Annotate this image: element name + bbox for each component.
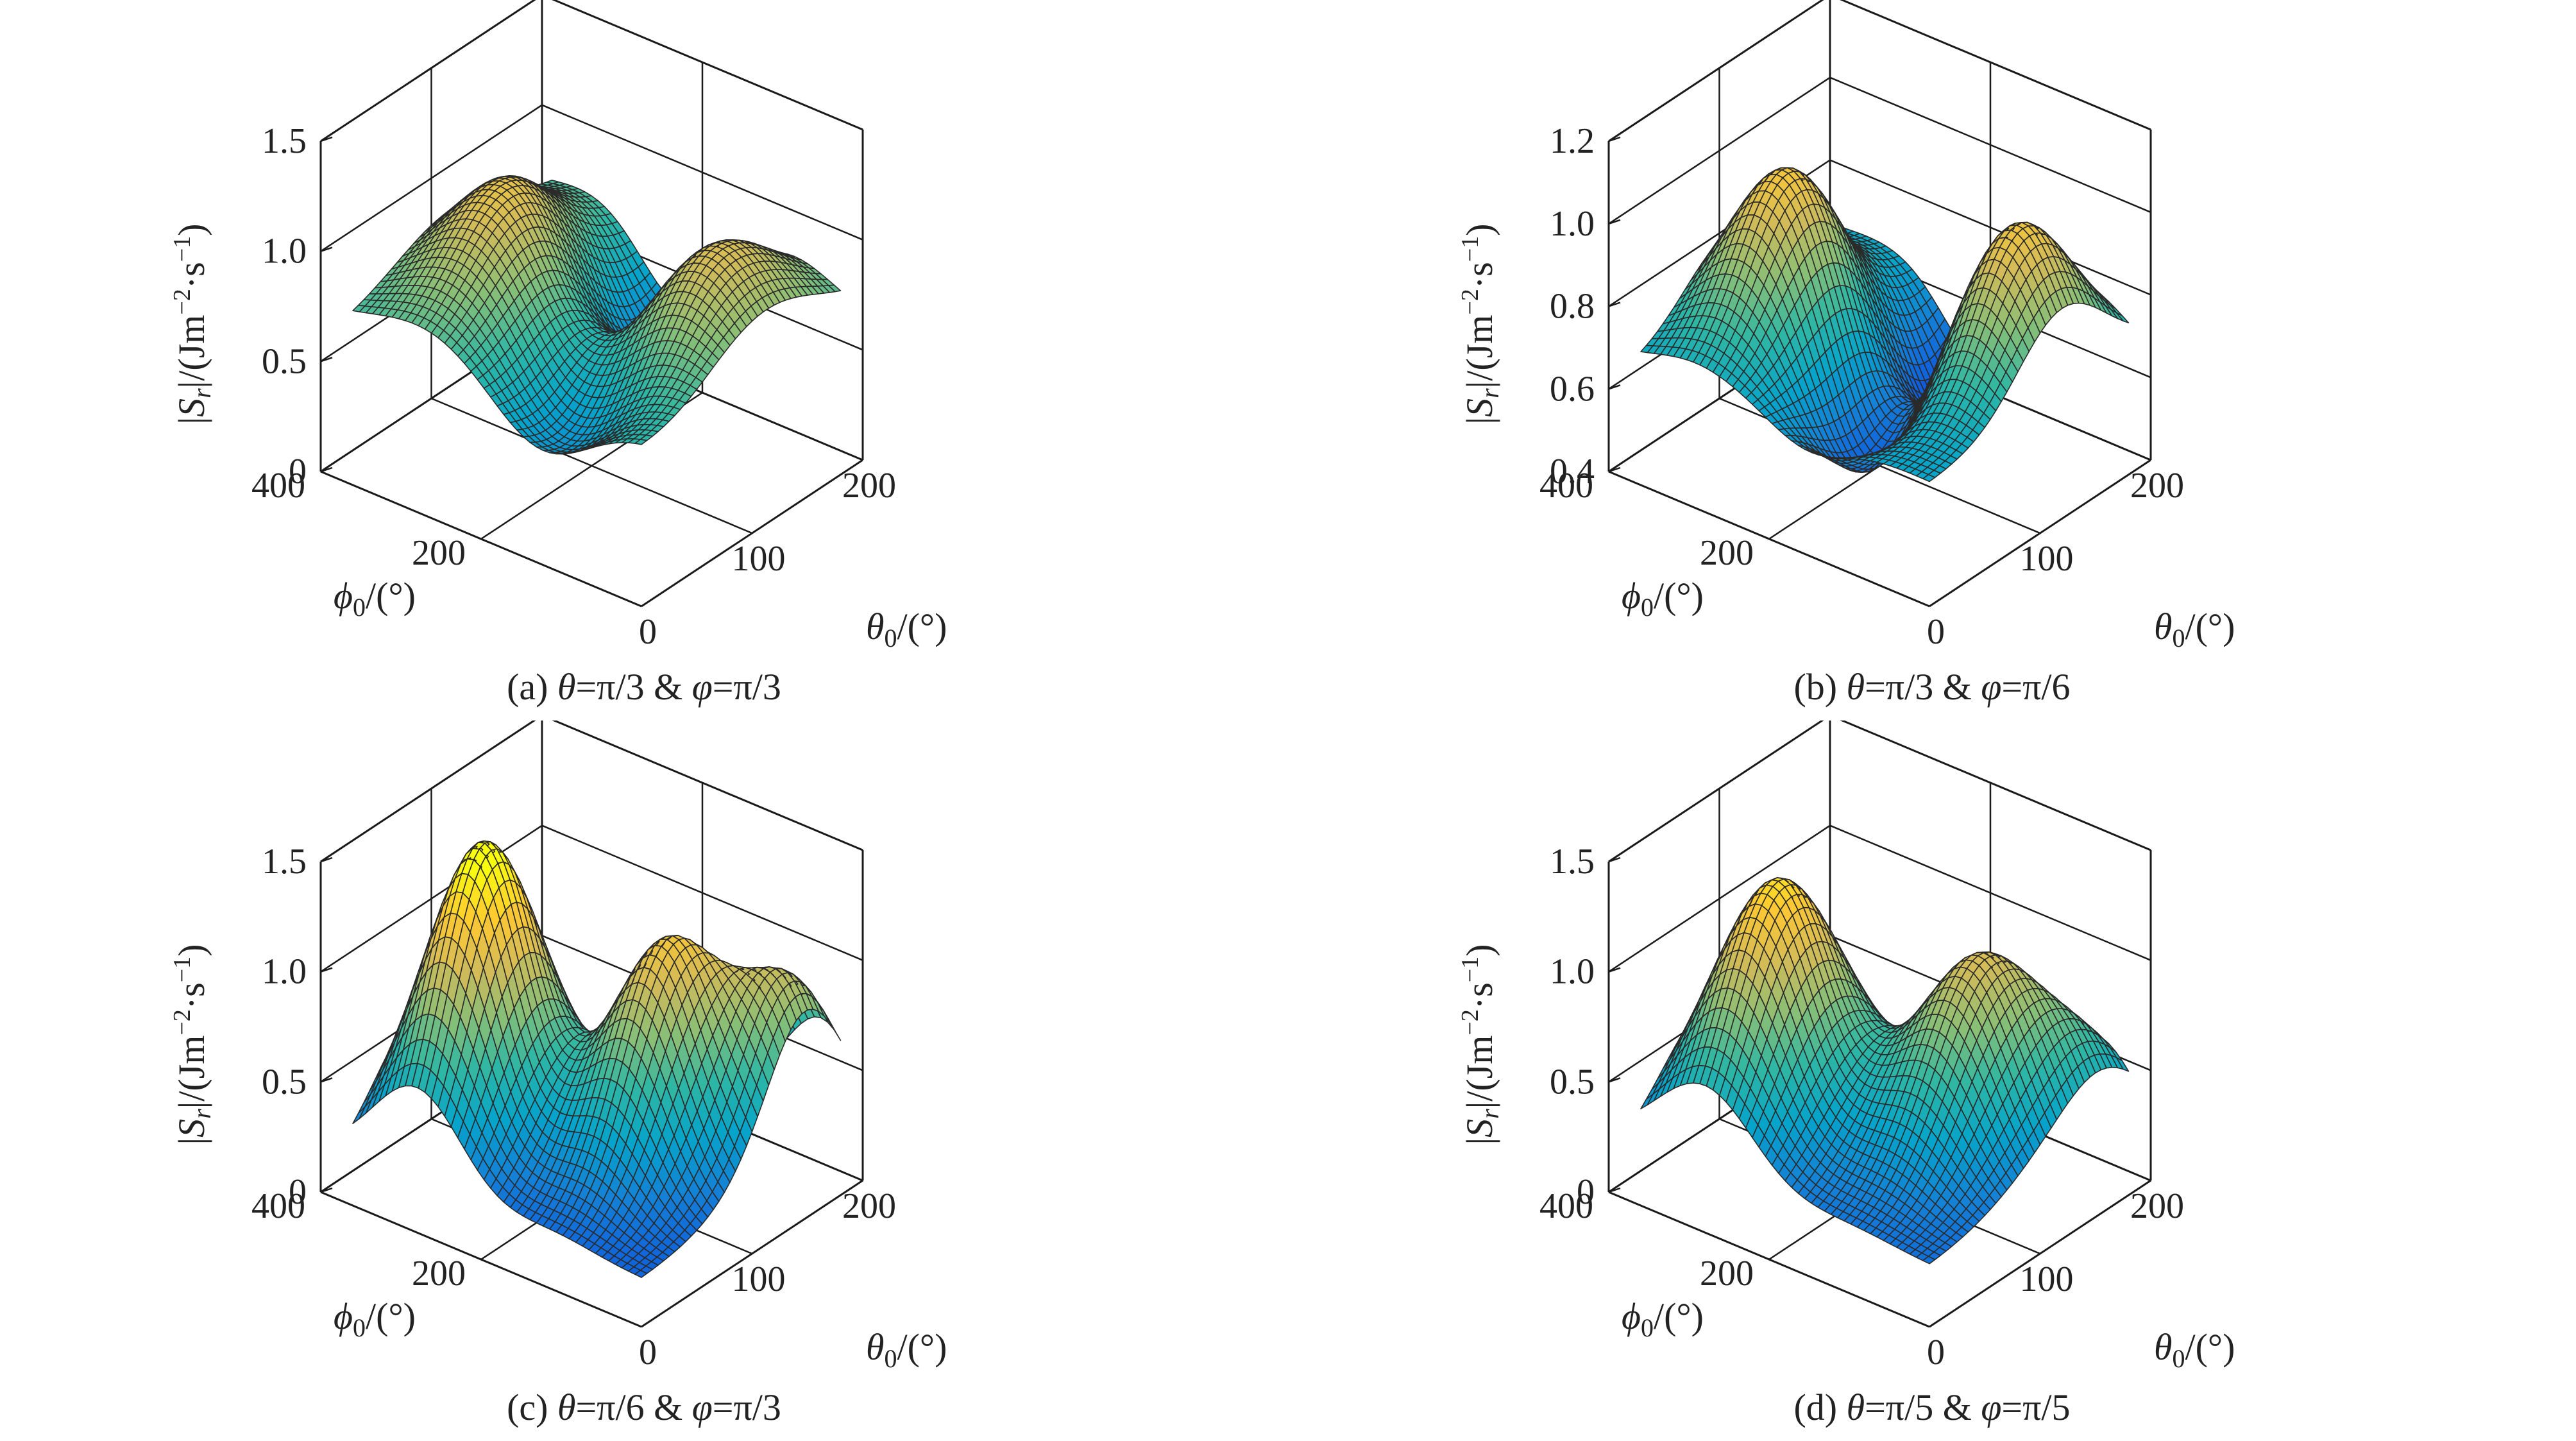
z-tick-labels-c: 0 0.5 1.0 1.5 bbox=[262, 842, 307, 1212]
y-tick-label: 400 bbox=[1539, 466, 1593, 506]
x-tick-label: 200 bbox=[842, 466, 896, 506]
x-tick-labels-b: 0 100 200 bbox=[1927, 466, 2184, 652]
y-tick-label: 200 bbox=[412, 533, 466, 573]
z-axis-label: |Sr|/(Jm−2·s−1) bbox=[169, 223, 216, 424]
z-tick-label: 0.4 bbox=[1550, 452, 1595, 491]
surface-facet bbox=[1640, 345, 1654, 354]
y-tick-label: 400 bbox=[251, 1186, 305, 1226]
z-tick-mark bbox=[320, 857, 333, 863]
surface-plot-b: 0.4 0.6 0.8 1.0 1.2 200 400 0 100 200 |Sr|/(Jm−… bbox=[1457, 0, 2235, 708]
y-tick-labels-c: 200 400 bbox=[251, 1186, 466, 1293]
z-tick-label: 1.0 bbox=[262, 232, 307, 271]
surface-layer-b bbox=[1640, 167, 2130, 482]
panel-b: 0.4 0.6 0.8 1.0 1.2 200 400 0 100 200 |Sr|/(Jm−… bbox=[1288, 0, 2576, 720]
panel-d: 0 0.5 1.0 1.5 200 400 0 100 200 |Sr|/(Jm−2·s−1… bbox=[1288, 720, 2576, 1441]
x-tick-label: 0 bbox=[639, 612, 657, 652]
z-tick-mark bbox=[1608, 1077, 1621, 1083]
x-tick-label: 100 bbox=[732, 1259, 786, 1299]
z-tick-mark bbox=[320, 967, 333, 973]
x-tick-labels-a: 0 100 200 bbox=[639, 466, 896, 652]
z-tick-mark bbox=[1608, 967, 1621, 973]
z-axis-label: |Sr|/(Jm−2·s−1) bbox=[1457, 223, 1504, 424]
y-axis-label: ϕ0/(°) bbox=[334, 1295, 416, 1342]
z-tick-mark bbox=[1608, 219, 1621, 225]
panel-caption: (a) θ=π/3 & φ=π/3 bbox=[507, 666, 781, 708]
panel-c: 0 0.5 1.0 1.5 200 400 0 100 200 |Sr|/(Jm−2·s−1… bbox=[0, 720, 1288, 1441]
panel-a: 0 0.5 1.0 1.5 200 400 0 100 200 |Sr|/(Jm−2·s−1… bbox=[0, 0, 1288, 720]
x-gridline bbox=[1608, 470, 1930, 608]
surface-plot-a: 0 0.5 1.0 1.5 200 400 0 100 200 |Sr|/(Jm−2·s−1… bbox=[169, 0, 947, 708]
z-tick-label: 1.0 bbox=[1550, 204, 1595, 244]
x-tick-label: 0 bbox=[639, 1333, 657, 1372]
z-tick-mark bbox=[320, 1077, 333, 1083]
z-tick-label: 0.5 bbox=[262, 1062, 307, 1102]
z-tick-label: 0 bbox=[289, 1172, 307, 1212]
z-tick-label: 1.2 bbox=[1550, 121, 1595, 161]
y-axis-label: ϕ0/(°) bbox=[334, 575, 416, 622]
y-tick-labels-b: 200 400 bbox=[1539, 466, 1754, 573]
surface-facet bbox=[352, 304, 366, 312]
x-tick-label: 100 bbox=[732, 539, 786, 579]
z-tick-mark bbox=[1608, 136, 1621, 142]
x-tick-label: 200 bbox=[2130, 466, 2184, 506]
z-tick-label: 1.5 bbox=[262, 121, 307, 161]
z-tick-label: 0 bbox=[289, 452, 307, 491]
z-tick-label: 0.6 bbox=[1550, 369, 1595, 409]
surface-layer-c bbox=[352, 840, 842, 1278]
z-tick-mark bbox=[320, 357, 333, 362]
surface-layer-a bbox=[352, 175, 842, 455]
x-gridline bbox=[1608, 1191, 1930, 1328]
x-gridline bbox=[320, 470, 642, 608]
x-axis-label: θ0/(°) bbox=[866, 606, 947, 652]
panel-caption: (c) θ=π/6 & φ=π/3 bbox=[507, 1386, 781, 1428]
z-tick-mark bbox=[1608, 857, 1621, 863]
x-tick-labels-c: 0 100 200 bbox=[639, 1186, 896, 1372]
surface-facet bbox=[352, 1106, 366, 1125]
y-axis-label: ϕ0/(°) bbox=[1622, 575, 1704, 622]
x-axis-label: θ0/(°) bbox=[2154, 606, 2235, 652]
z-tick-labels-a: 0 0.5 1.0 1.5 bbox=[262, 121, 307, 491]
y-tick-label: 200 bbox=[412, 1254, 466, 1293]
x-tick-label: 200 bbox=[842, 1186, 896, 1226]
y-tick-label: 200 bbox=[1700, 533, 1754, 573]
z-tick-label: 1.0 bbox=[262, 952, 307, 992]
x-axis-label: θ0/(°) bbox=[866, 1326, 947, 1373]
surface-plot-c: 0 0.5 1.0 1.5 200 400 0 100 200 |Sr|/(Jm−2·s−1… bbox=[169, 720, 947, 1428]
panel-caption: (b) θ=π/3 & φ=π/6 bbox=[1793, 666, 2070, 708]
z-tick-mark bbox=[320, 136, 333, 142]
y-tick-labels-a: 200 400 bbox=[251, 466, 466, 573]
x-gridline bbox=[320, 1191, 642, 1328]
z-tick-mark bbox=[1608, 302, 1621, 307]
z-tick-mark bbox=[320, 246, 333, 252]
surface-layer-d bbox=[1640, 877, 2130, 1265]
y-tick-label: 400 bbox=[251, 466, 305, 506]
z-tick-mark bbox=[1608, 384, 1621, 390]
x-tick-label: 100 bbox=[2020, 539, 2074, 579]
z-tick-label: 1.5 bbox=[262, 842, 307, 882]
z-tick-label: 0.5 bbox=[262, 341, 307, 381]
z-axis-label: |Sr|/(Jm−2·s−1) bbox=[169, 944, 216, 1145]
x-tick-label: 0 bbox=[1927, 612, 1945, 652]
x-gridline bbox=[431, 397, 752, 534]
z-tick-label: 0.8 bbox=[1550, 287, 1595, 327]
z-tick-labels-b: 0.4 0.6 0.8 1.0 1.2 bbox=[1550, 121, 1595, 491]
